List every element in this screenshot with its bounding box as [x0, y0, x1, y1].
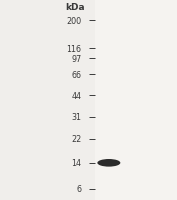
Text: 22: 22 [71, 135, 81, 143]
Bar [95, 0, 177, 200]
Text: kDa: kDa [65, 3, 85, 11]
Ellipse shape [97, 159, 120, 167]
Text: 66: 66 [72, 71, 81, 79]
Text: 6: 6 [76, 185, 81, 193]
Text: 14: 14 [72, 159, 81, 167]
Text: 31: 31 [72, 113, 81, 121]
Text: 44: 44 [72, 92, 81, 100]
Text: 116: 116 [66, 45, 81, 53]
Text: 200: 200 [66, 17, 81, 25]
Text: 97: 97 [71, 55, 81, 63]
